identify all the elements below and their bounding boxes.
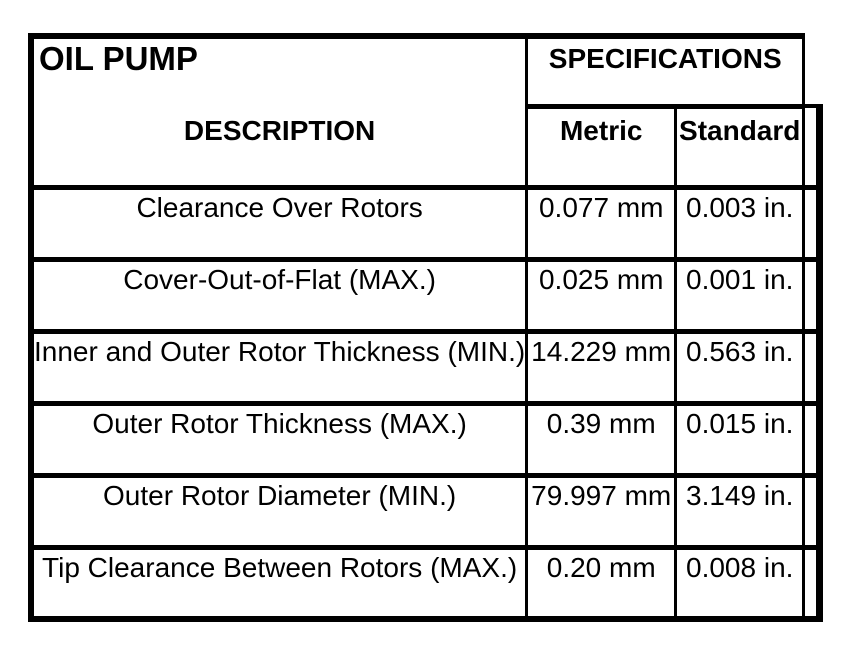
row-metric-value: 0.025 mm [525, 256, 678, 334]
row-standard-value: 0.008 in. [674, 544, 806, 622]
row-metric-value: 0.20 mm [525, 544, 678, 622]
shadow-strip-cell [802, 544, 824, 622]
row-description: Cover-Out-of-Flat (MAX.) [28, 256, 529, 334]
row-description: Inner and Outer Rotor Thickness (MIN.) [28, 328, 529, 406]
row-description: Outer Rotor Thickness (MAX.) [28, 400, 529, 478]
table-row: Outer Rotor Thickness (MAX.) 0.39 mm 0.0… [28, 400, 824, 478]
shadow-strip-cell [802, 256, 824, 334]
row-metric-value: 0.39 mm [525, 400, 678, 478]
shadow-strip-cell [802, 472, 824, 550]
table-row: Tip Clearance Between Rotors (MAX.) 0.20… [28, 544, 824, 622]
row-standard-value: 0.001 in. [674, 256, 806, 334]
row-description: Clearance Over Rotors [28, 184, 529, 262]
description-column-header: DESCRIPTION [183, 115, 376, 146]
row-standard-value: 0.015 in. [674, 400, 806, 478]
shadow-strip-cell [802, 328, 824, 406]
oil-pump-spec-table: OIL PUMP DESCRIPTION SPECIFICATIONS Metr… [28, 33, 824, 622]
description-header-cell: OIL PUMP DESCRIPTION [28, 33, 529, 190]
row-description: Outer Rotor Diameter (MIN.) [28, 472, 529, 550]
row-standard-value: 0.003 in. [674, 184, 806, 262]
spacer-cell [804, 36, 820, 106]
table-title: OIL PUMP [39, 40, 198, 77]
table-row: Outer Rotor Diameter (MIN.) 79.997 mm 3.… [28, 472, 824, 550]
row-description: Tip Clearance Between Rotors (MAX.) [28, 544, 529, 622]
table-row: Clearance Over Rotors 0.077 mm 0.003 in. [28, 184, 824, 262]
row-metric-value: 79.997 mm [525, 472, 678, 550]
standard-column-header: Standard [674, 103, 806, 190]
shadow-strip-cell [802, 184, 824, 262]
row-standard-value: 0.563 in. [674, 328, 806, 406]
specifications-header: SPECIFICATIONS [525, 33, 806, 108]
shadow-strip-cell [802, 104, 824, 190]
table-row: Cover-Out-of-Flat (MAX.) 0.025 mm 0.001 … [28, 256, 824, 334]
row-metric-value: 0.077 mm [525, 184, 678, 262]
row-metric-value: 14.229 mm [525, 328, 678, 406]
shadow-strip-cell [802, 400, 824, 478]
metric-column-header: Metric [525, 103, 678, 190]
table-row: Inner and Outer Rotor Thickness (MIN.) 1… [28, 328, 824, 406]
row-standard-value: 3.149 in. [674, 472, 806, 550]
